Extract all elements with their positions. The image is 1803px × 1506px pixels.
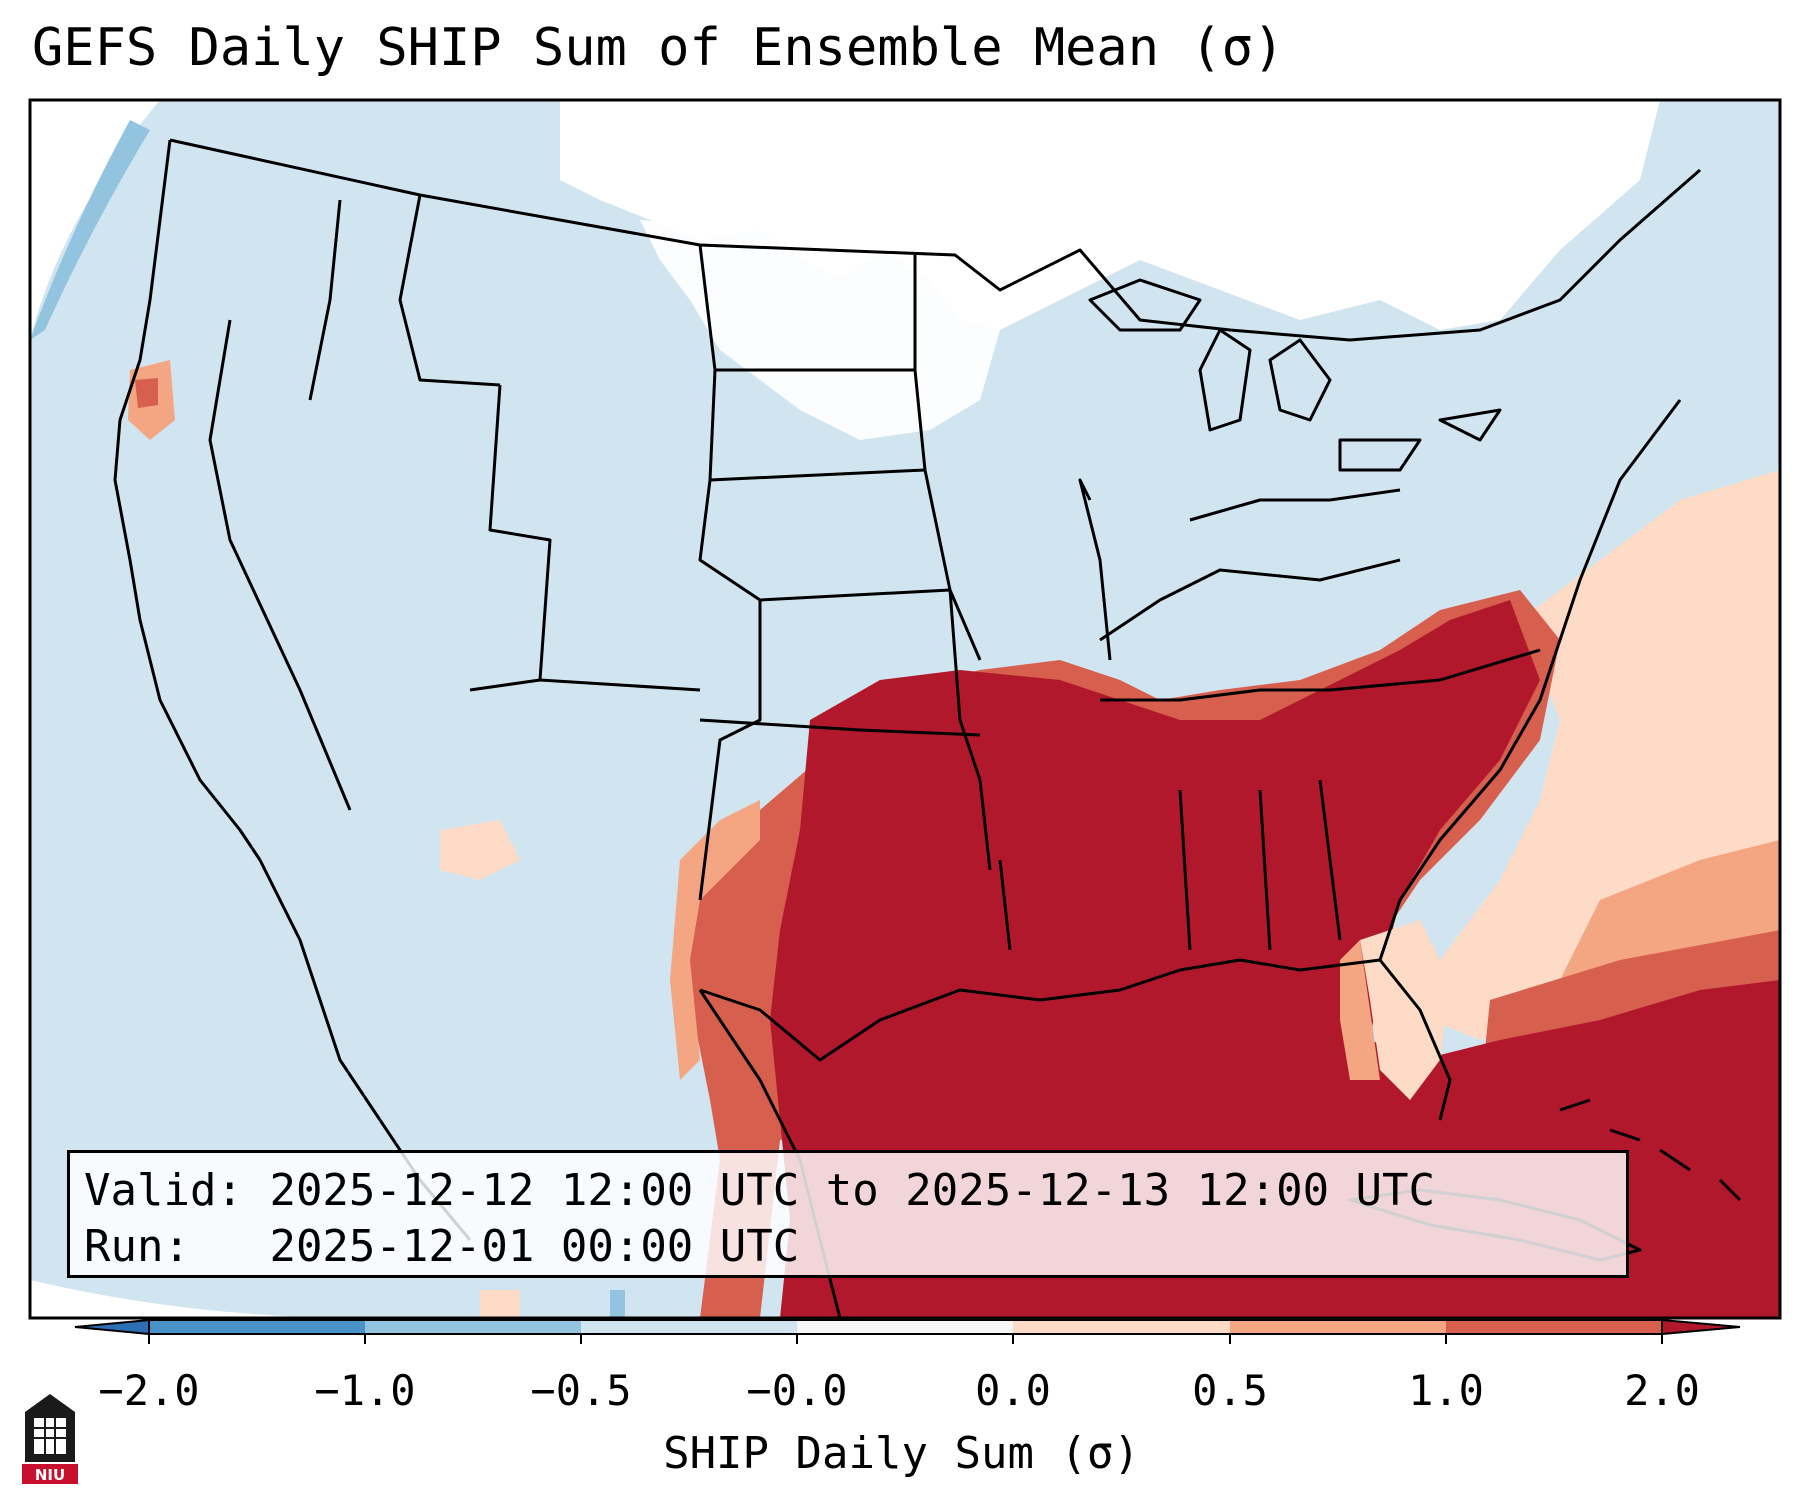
state-lines xyxy=(208,194,1541,951)
colorbar-segment-3 xyxy=(581,1320,797,1334)
run-label: Run: xyxy=(84,1221,190,1272)
colorbar-segment-5 xyxy=(1013,1320,1230,1334)
weak-positive-patch-texas-west xyxy=(670,800,760,1080)
valid-value: 2025-12-12 12:00 UTC to 2025-12-13 12:00… xyxy=(269,1165,1436,1216)
colorbar-tick-label: −0.5 xyxy=(530,1366,632,1415)
colorbar-segment-2 xyxy=(365,1320,581,1334)
negative-patch-bottom xyxy=(610,1290,625,1318)
colorbar-segment-7 xyxy=(1446,1320,1662,1334)
moderate-patch-oregon-coast xyxy=(135,378,158,408)
colorbar-title: SHIP Daily Sum (σ) xyxy=(663,1428,1140,1479)
weak-positive-patch-southwest xyxy=(440,820,520,880)
colorbar-tick-label: 0.5 xyxy=(1192,1366,1268,1415)
weak-positive-patch-bottom xyxy=(480,1290,520,1318)
niu-logo: NIU xyxy=(22,1394,78,1484)
shaded-field xyxy=(30,100,1780,1318)
colorbar xyxy=(74,1318,1741,1344)
colorbar-tick-label: 2.0 xyxy=(1624,1366,1700,1415)
great-lakes xyxy=(1088,278,1502,472)
west-coast xyxy=(113,139,262,861)
colorbar-tick-label: 0.0 xyxy=(975,1366,1051,1415)
colorbar-segment-1 xyxy=(149,1320,365,1334)
moderate-patch-florida xyxy=(1340,940,1380,1080)
gulf-coast xyxy=(699,958,1452,1121)
colorbar-segment-4 xyxy=(797,1320,1013,1334)
east-coast xyxy=(1378,399,1682,961)
colorbar-outline xyxy=(148,1319,1663,1335)
colorbar-extend-high xyxy=(1661,1318,1741,1336)
colorbar-tick-label: −0.0 xyxy=(746,1366,848,1415)
map-title: GEFS Daily SHIP Sum of Ensemble Mean (σ) xyxy=(32,18,1285,78)
valid-label: Valid: xyxy=(84,1165,243,1216)
svg-text:NIU: NIU xyxy=(35,1466,65,1484)
colorbar-tick-label: −2.0 xyxy=(98,1366,200,1415)
near-zero-region-plains xyxy=(640,220,1000,440)
colorbar-ticks xyxy=(148,1334,1663,1344)
colorbar-segment-6 xyxy=(1230,1320,1446,1334)
run-value: 2025-12-01 00:00 UTC xyxy=(269,1221,800,1272)
domain-edge-bottom-left xyxy=(30,1280,380,1318)
colorbar-tick-label: 1.0 xyxy=(1408,1366,1484,1415)
strong-positive-region-south xyxy=(770,600,1780,1318)
bahamas xyxy=(1559,1098,1742,1202)
colorbar-tick-label: −1.0 xyxy=(314,1366,416,1415)
negative-region-northwest xyxy=(30,120,150,340)
colorbar-extend-low xyxy=(74,1318,150,1336)
valid-run-info-box: Valid: 2025-12-12 12:00 UTC to 2025-12-1… xyxy=(67,1150,1629,1278)
map-frame xyxy=(28,98,1782,1320)
